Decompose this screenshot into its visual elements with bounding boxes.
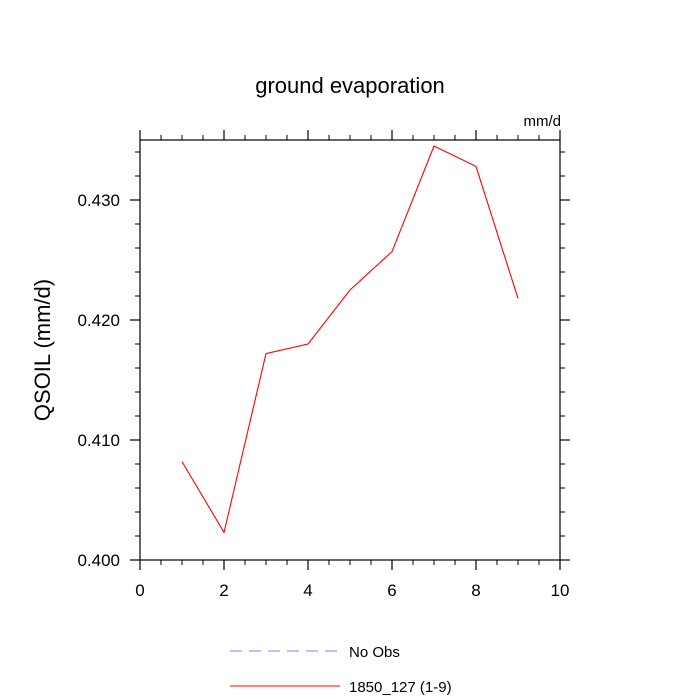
x-tick-label: 10 [551,581,570,600]
y-axis-label: QSOIL (mm/d) [30,279,55,421]
legend-label: No Obs [349,644,400,661]
x-tick-label: 4 [303,581,312,600]
legend-label: 1850_127 (1-9) [349,679,452,696]
chart-title: ground evaporation [255,73,445,98]
y-tick-label: 0.410 [77,431,120,450]
x-tick-label: 2 [219,581,228,600]
legend: No Obs 1850_127 (1-9) [230,644,452,696]
x-tick-label: 8 [471,581,480,600]
x-tick-label: 6 [387,581,396,600]
units-label: mm/d [524,113,562,130]
series-layer [181,145,519,534]
series-line [181,145,519,534]
x-axis-tick-labels: 0 2 4 6 8 10 [135,581,569,600]
y-axis-tick-labels: 0.400 0.410 0.420 0.430 [77,191,120,570]
y-tick-label: 0.420 [77,311,120,330]
y-tick-label: 0.430 [77,191,120,210]
x-tick-label: 0 [135,581,144,600]
x-axis-ticks [139,130,561,570]
y-axis-ticks [130,151,570,561]
y-tick-label: 0.400 [77,551,120,570]
